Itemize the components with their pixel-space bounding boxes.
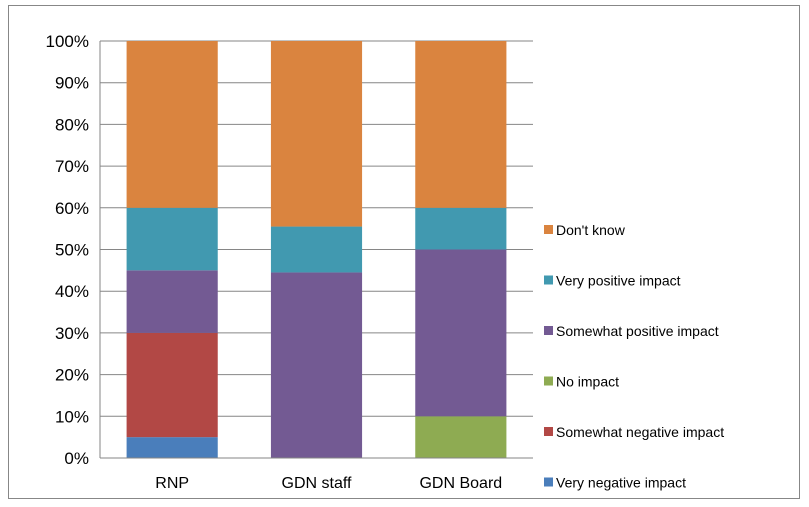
bar-segment xyxy=(126,270,218,333)
bar-segment xyxy=(126,41,218,208)
legend: Don't know Very positive impact Somewhat p… xyxy=(544,222,724,491)
x-tick-label: GDN Board xyxy=(419,475,502,492)
y-tick-label: 40% xyxy=(55,282,89,301)
y-tick-label: 70% xyxy=(55,157,89,176)
legend-swatch xyxy=(544,376,553,386)
legend-label: No impact xyxy=(556,374,619,390)
legend-swatch xyxy=(544,427,553,436)
legend-swatch xyxy=(544,477,553,487)
y-tick-label: 100% xyxy=(46,32,89,51)
y-tick-label: 30% xyxy=(55,324,89,343)
bar-segment xyxy=(415,207,507,250)
axes xyxy=(99,41,533,459)
x-tick-labels: RNP GDN staff GDN Board xyxy=(155,475,502,492)
legend-label: Somewhat negative impact xyxy=(556,424,724,440)
y-tick-label: 90% xyxy=(55,74,89,93)
y-tick-label: 0% xyxy=(64,449,89,468)
legend-label: Very negative impact xyxy=(556,475,686,491)
y-tick-label: 20% xyxy=(55,366,89,385)
legend-swatch xyxy=(544,275,553,285)
legend-swatch xyxy=(544,225,553,234)
y-tick-label: 60% xyxy=(55,199,89,218)
y-tick-label: 50% xyxy=(55,241,89,260)
bar-segment xyxy=(270,272,363,458)
bar-segment xyxy=(126,437,218,458)
bar-segment xyxy=(270,226,363,273)
bar-segment xyxy=(126,207,218,271)
legend-swatch xyxy=(544,326,553,335)
bar-segment xyxy=(126,332,218,438)
legend-label: Don't know xyxy=(556,222,626,238)
bars xyxy=(126,41,507,458)
bar-segment xyxy=(415,416,507,458)
bar-segment xyxy=(415,41,507,208)
legend-label: Very positive impact xyxy=(556,273,681,289)
y-tick-label: 80% xyxy=(55,115,89,134)
x-tick-label: GDN staff xyxy=(282,475,353,492)
legend-label: Somewhat positive impact xyxy=(556,323,719,339)
bar-segment xyxy=(415,249,507,417)
y-tick-label: 10% xyxy=(55,407,89,426)
bar-segment xyxy=(270,41,363,227)
x-tick-label: RNP xyxy=(155,475,189,492)
y-tick-labels: 0% 10% 20% 30% 40% 50% 60% 70% 80% 90% 100% xyxy=(46,32,89,468)
